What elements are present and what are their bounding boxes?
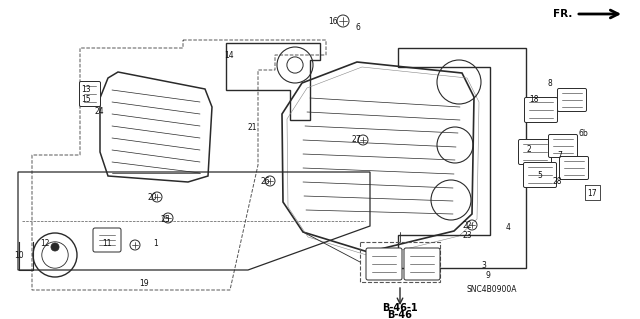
Text: 4: 4 xyxy=(506,224,511,233)
Text: B-46-1: B-46-1 xyxy=(382,303,418,313)
Text: 15: 15 xyxy=(81,95,91,105)
Circle shape xyxy=(51,243,59,251)
FancyBboxPatch shape xyxy=(79,81,100,107)
Text: B-46: B-46 xyxy=(388,310,412,319)
Text: 1: 1 xyxy=(154,240,158,249)
FancyBboxPatch shape xyxy=(559,157,589,180)
Text: 8: 8 xyxy=(548,78,552,87)
FancyBboxPatch shape xyxy=(524,162,557,188)
Text: 10: 10 xyxy=(14,250,24,259)
Text: 22: 22 xyxy=(462,221,472,231)
Text: 12: 12 xyxy=(40,239,50,248)
Text: 25: 25 xyxy=(160,214,170,224)
Text: 13: 13 xyxy=(81,85,91,94)
Text: FR.: FR. xyxy=(552,9,572,19)
FancyBboxPatch shape xyxy=(518,139,552,165)
FancyBboxPatch shape xyxy=(404,248,440,280)
FancyBboxPatch shape xyxy=(548,135,577,158)
Text: 7: 7 xyxy=(557,152,563,160)
FancyBboxPatch shape xyxy=(366,248,402,280)
Text: 2: 2 xyxy=(527,145,531,154)
FancyBboxPatch shape xyxy=(525,98,557,122)
Text: 6: 6 xyxy=(356,24,360,33)
Text: SNC4B0900A: SNC4B0900A xyxy=(467,286,517,294)
Text: 24: 24 xyxy=(94,108,104,116)
Text: 27: 27 xyxy=(351,136,361,145)
Text: 23: 23 xyxy=(462,232,472,241)
Text: 16: 16 xyxy=(328,18,338,26)
Text: 19: 19 xyxy=(139,278,149,287)
Text: 26: 26 xyxy=(260,177,270,187)
Text: 6b: 6b xyxy=(578,130,588,138)
Text: 11: 11 xyxy=(102,239,112,248)
Text: 5: 5 xyxy=(538,170,543,180)
Text: 28: 28 xyxy=(552,176,562,186)
Text: 18: 18 xyxy=(529,94,539,103)
Text: 21: 21 xyxy=(247,122,257,131)
Text: 3: 3 xyxy=(481,262,486,271)
Text: 14: 14 xyxy=(224,50,234,60)
Text: 17: 17 xyxy=(587,189,597,198)
Text: 20: 20 xyxy=(147,192,157,202)
FancyBboxPatch shape xyxy=(557,88,586,112)
FancyBboxPatch shape xyxy=(93,228,121,252)
Text: 9: 9 xyxy=(486,271,490,279)
